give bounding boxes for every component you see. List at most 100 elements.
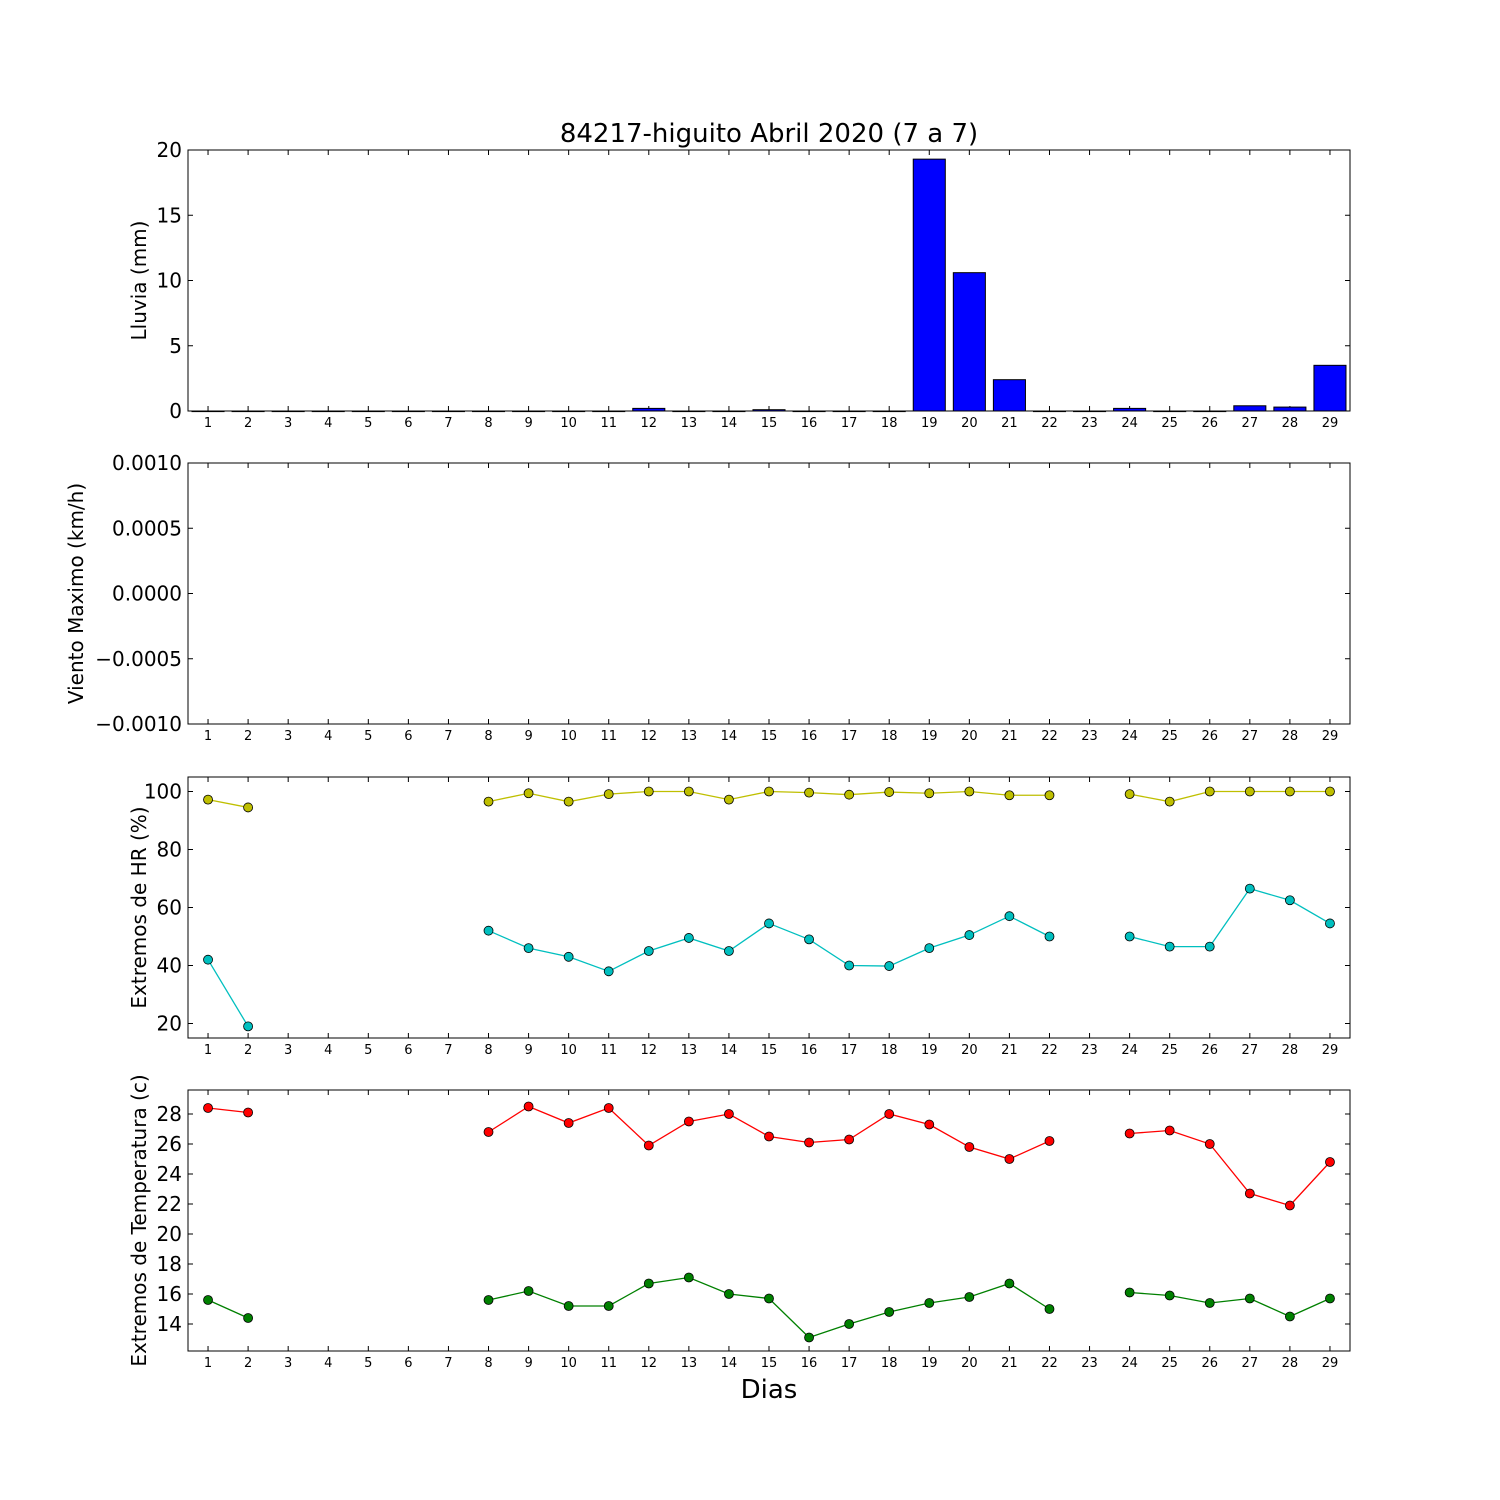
rain-bar <box>471 410 506 413</box>
data-point <box>964 1142 975 1152</box>
x-tick-label: 7 <box>444 1356 452 1371</box>
data-point <box>643 1140 654 1151</box>
rain-bar <box>1032 410 1067 413</box>
series-2 <box>203 1272 1335 1343</box>
rain-bar <box>431 410 465 413</box>
y-tick-label: 0.0005 <box>112 516 182 540</box>
x-tick-label: 5 <box>364 416 372 431</box>
data-point <box>924 788 935 799</box>
x-tick-label: 28 <box>1282 729 1299 744</box>
data-point <box>1244 1293 1255 1304</box>
data-point <box>1004 911 1015 922</box>
x-tick-label: 11 <box>600 1356 617 1371</box>
data-point <box>563 1118 574 1128</box>
y-axis-label: Extremos de HR (%) <box>127 806 151 1008</box>
data-point <box>924 1298 935 1308</box>
series-line <box>1129 1291 1331 1318</box>
x-tick-label: 8 <box>484 729 492 744</box>
data-point <box>1164 1290 1175 1301</box>
x-tick-label: 9 <box>524 1043 532 1058</box>
x-tick-label: 18 <box>881 1043 898 1058</box>
y-axis-label: Extremos de Temperatura (c) <box>127 1074 151 1366</box>
data-point <box>1004 790 1015 801</box>
rain-bar <box>592 410 626 413</box>
x-tick-label: 1 <box>204 1356 212 1371</box>
x-tick-label: 2 <box>244 1356 252 1371</box>
data-point <box>1325 1293 1335 1304</box>
series-line <box>1129 887 1331 948</box>
data-point <box>1284 786 1295 797</box>
data-point <box>964 1292 975 1302</box>
x-tick-label: 1 <box>204 1043 212 1058</box>
x-tick-label: 25 <box>1161 729 1178 744</box>
data-point <box>1204 941 1215 952</box>
series-line <box>207 959 249 1027</box>
y-tick-label: 0.0010 <box>112 451 182 475</box>
rain-bar <box>552 410 586 413</box>
x-tick-label: 11 <box>600 416 617 431</box>
x-tick-label: 12 <box>641 1043 658 1058</box>
y-tick-label: 60 <box>157 896 182 920</box>
rain-bar <box>351 410 385 413</box>
data-point <box>643 946 654 956</box>
data-point <box>523 788 534 799</box>
y-tick-label: 20 <box>157 1222 182 1246</box>
x-tick-label: 14 <box>721 416 738 431</box>
x-tick-label: 13 <box>681 729 698 744</box>
rain-bar <box>231 410 265 413</box>
data-point <box>764 1293 774 1304</box>
series-line <box>207 798 249 809</box>
x-tick-label: 12 <box>641 729 658 744</box>
x-tick-label: 22 <box>1041 1043 1058 1058</box>
x-tick-label: 7 <box>444 729 452 744</box>
figure-title: 84217-higuito Abril 2020 (7 a 7) <box>560 119 978 149</box>
series-1 <box>203 786 1335 813</box>
x-tick-label: 12 <box>641 1356 658 1371</box>
x-tick-label: 15 <box>761 729 778 744</box>
x-tick-label: 9 <box>524 1356 532 1371</box>
data-point <box>764 786 774 797</box>
x-tick-label: 8 <box>484 1356 492 1371</box>
rain-bar <box>632 407 666 412</box>
x-tick-label: 19 <box>921 1356 938 1371</box>
data-point <box>1204 786 1215 797</box>
rain-bar <box>832 410 866 413</box>
x-tick-label: 1 <box>204 729 212 744</box>
x-tick-label: 26 <box>1201 1356 1218 1371</box>
data-point <box>1124 1287 1135 1298</box>
data-point <box>523 1101 534 1112</box>
x-tick-label: 3 <box>284 1356 292 1371</box>
data-point <box>603 966 614 977</box>
x-tick-label: 6 <box>404 729 412 744</box>
data-point <box>804 934 814 945</box>
data-point <box>964 786 975 797</box>
x-tick-label: 10 <box>560 1043 577 1058</box>
rain-bar <box>992 379 1026 412</box>
data-point <box>1204 1298 1215 1308</box>
data-point <box>1044 790 1055 801</box>
data-point <box>1325 786 1335 797</box>
data-point <box>483 796 494 807</box>
data-point <box>724 1289 734 1299</box>
rain-bar <box>792 410 826 413</box>
x-tick-label: 25 <box>1161 416 1178 431</box>
data-point <box>764 1131 774 1142</box>
y-tick-label: 26 <box>157 1132 182 1156</box>
data-point <box>563 1301 574 1311</box>
rain-bar <box>1113 407 1147 412</box>
data-point <box>1044 931 1055 942</box>
data-point <box>1164 941 1175 952</box>
y-tick-label: −0.0010 <box>95 712 182 736</box>
x-tick-label: 28 <box>1282 416 1299 431</box>
data-point <box>683 1272 694 1283</box>
y-tick-label: 18 <box>157 1252 182 1276</box>
x-tick-label: 16 <box>801 1043 818 1058</box>
series-2 <box>203 883 1335 1032</box>
y-tick-label: 24 <box>157 1162 182 1186</box>
x-tick-label: 24 <box>1121 1356 1138 1371</box>
rain-bar <box>672 410 706 413</box>
x-tick-label: 14 <box>721 729 738 744</box>
x-tick-label: 17 <box>841 1356 858 1371</box>
data-point <box>1124 1128 1135 1139</box>
data-point <box>203 1295 213 1305</box>
